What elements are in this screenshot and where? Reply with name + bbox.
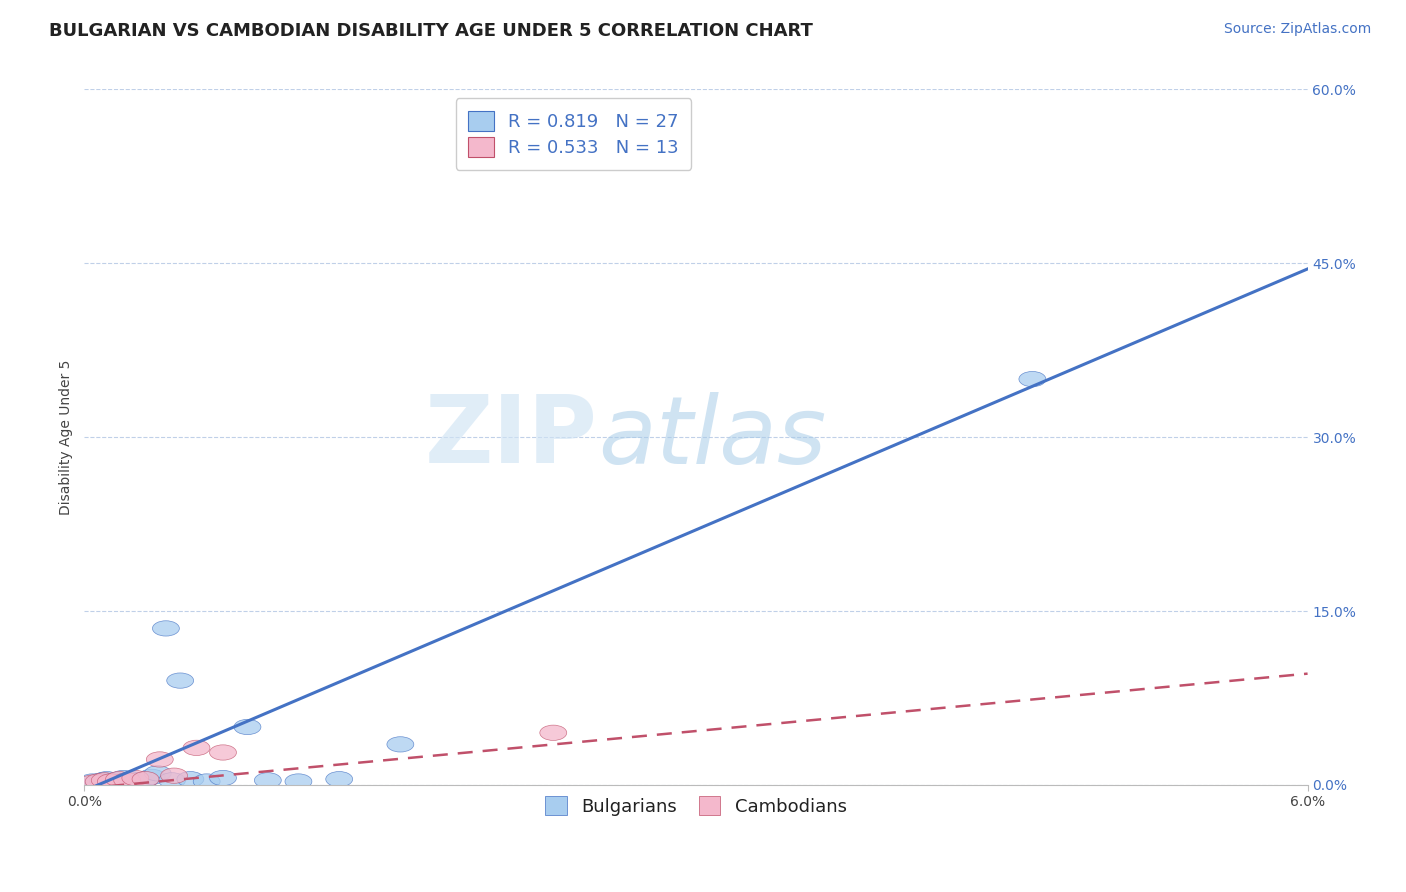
Ellipse shape xyxy=(91,772,118,788)
Ellipse shape xyxy=(79,774,105,789)
Ellipse shape xyxy=(128,774,155,789)
Ellipse shape xyxy=(79,775,105,790)
Ellipse shape xyxy=(132,772,159,787)
Ellipse shape xyxy=(114,772,141,788)
Ellipse shape xyxy=(1019,371,1046,387)
Ellipse shape xyxy=(86,775,112,790)
Text: atlas: atlas xyxy=(598,392,827,483)
Ellipse shape xyxy=(145,765,172,781)
Ellipse shape xyxy=(105,775,132,790)
Ellipse shape xyxy=(387,737,413,752)
Ellipse shape xyxy=(124,772,150,788)
Ellipse shape xyxy=(89,772,117,788)
Ellipse shape xyxy=(97,774,124,789)
Ellipse shape xyxy=(118,772,145,787)
Legend: Bulgarians, Cambodians: Bulgarians, Cambodians xyxy=(536,788,856,824)
Ellipse shape xyxy=(114,774,141,789)
Ellipse shape xyxy=(93,772,121,787)
Ellipse shape xyxy=(326,772,353,787)
Ellipse shape xyxy=(233,719,262,735)
Ellipse shape xyxy=(86,774,112,789)
Text: Source: ZipAtlas.com: Source: ZipAtlas.com xyxy=(1223,22,1371,37)
Ellipse shape xyxy=(159,772,186,788)
Ellipse shape xyxy=(177,772,204,787)
Ellipse shape xyxy=(167,673,194,689)
Ellipse shape xyxy=(540,725,567,740)
Text: ZIP: ZIP xyxy=(425,391,598,483)
Ellipse shape xyxy=(193,774,221,789)
Ellipse shape xyxy=(209,745,236,760)
Ellipse shape xyxy=(105,772,132,787)
Y-axis label: Disability Age Under 5: Disability Age Under 5 xyxy=(59,359,73,515)
Ellipse shape xyxy=(97,774,124,789)
Ellipse shape xyxy=(138,769,165,784)
Ellipse shape xyxy=(209,771,236,786)
Ellipse shape xyxy=(122,771,149,786)
Text: BULGARIAN VS CAMBODIAN DISABILITY AGE UNDER 5 CORRELATION CHART: BULGARIAN VS CAMBODIAN DISABILITY AGE UN… xyxy=(49,22,813,40)
Ellipse shape xyxy=(101,772,128,788)
Ellipse shape xyxy=(110,771,136,786)
Ellipse shape xyxy=(285,774,312,789)
Ellipse shape xyxy=(152,621,180,636)
Ellipse shape xyxy=(132,772,159,787)
Ellipse shape xyxy=(160,768,187,783)
Ellipse shape xyxy=(146,752,173,767)
Ellipse shape xyxy=(183,740,209,756)
Ellipse shape xyxy=(254,772,281,788)
